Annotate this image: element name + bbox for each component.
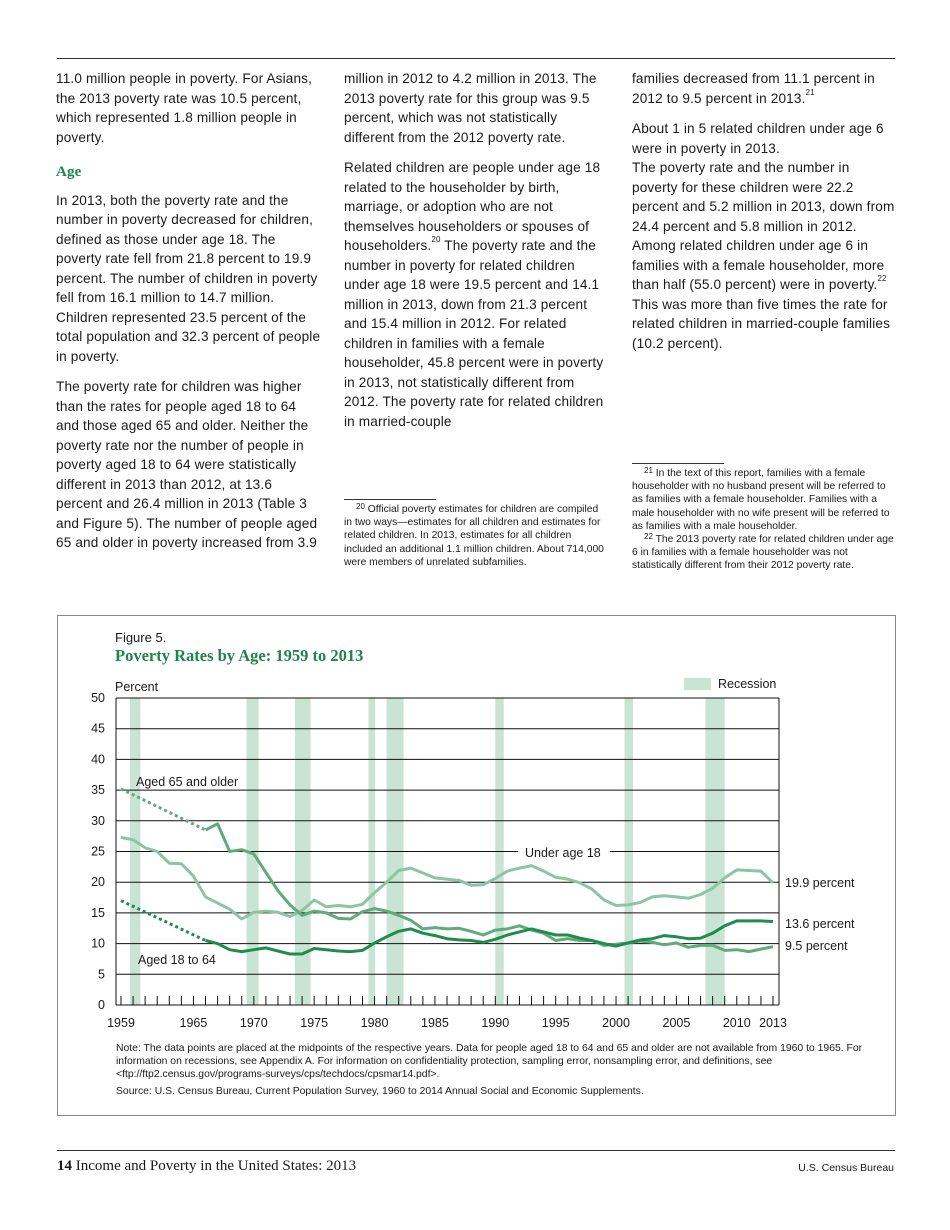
y-tick-label: 10 [91,937,105,951]
footnote-20: 20 Official poverty estimates for childr… [344,503,606,569]
footnotes-21-22: 21 In the text of this report, families … [632,467,898,573]
paragraph-text: families decreased from 11.1 percent in … [632,71,875,106]
footnote-number: 22 [644,532,653,542]
paragraph: families decreased from 11.1 percent in … [632,69,898,108]
paragraph-text: This was more than five times the rate f… [632,296,891,351]
text-column-2: million in 2012 to 4.2 million in 2013. … [344,69,610,442]
footnote-text: In the text of this report, families wit… [632,468,890,532]
footnote-text: Official poverty estimates for children … [344,504,604,568]
figure-note: Note: The data points are placed at the … [116,1043,863,1080]
figure-label: Figure 5. [115,630,167,645]
y-tick-label: 35 [91,783,105,797]
paragraph: Related children are people under age 18… [344,158,610,431]
paragraph-text: The poverty rate and the number in pover… [632,160,895,292]
x-tick-label: 1985 [421,1016,449,1030]
x-tick-label: 1959 [107,1016,135,1030]
y-tick-label: 25 [91,845,105,859]
section-heading-age: Age [56,164,82,180]
y-axis-title: Percent [115,680,159,694]
y-tick-label: 5 [98,967,105,981]
footnote-text: The 2013 poverty rate for related childr… [632,534,894,572]
dotted-line-aged-65-and-older [120,787,207,832]
x-tick-label: 2005 [663,1016,691,1030]
y-tick-label: 0 [98,998,105,1012]
label-background [518,844,610,860]
x-tick-label: 1970 [240,1016,268,1030]
footnote-ref-21: 21 [805,87,815,97]
page-number: 14 [57,1158,72,1174]
y-tick-label: 30 [91,814,105,828]
y-tick-label: 20 [91,875,105,889]
paragraph: The poverty rate for children was higher… [56,379,318,550]
line-aged-65-and-older [204,822,774,954]
y-tick-label: 50 [91,691,105,705]
footnote-ref-22: 22 [877,274,887,283]
x-tick-label: 2013 [759,1016,787,1030]
text-column-3: families decreased from 11.1 percent in … [632,69,898,364]
x-tick-label: 1980 [361,1016,389,1030]
legend-label-recession: Recession [718,677,776,691]
series-label-under-age-18: Under age 18 [525,846,601,860]
y-tick-label: 45 [91,722,105,736]
paragraph: In 2013, both the poverty rate and the n… [56,192,321,364]
footer-rule [57,1150,895,1151]
text-column-1: 11.0 million people in poverty. For Asia… [56,69,322,564]
paragraph: The poverty rate and the number in pover… [632,158,898,353]
end-value-label-under-age-18: 19.9 percent [785,876,855,890]
footnote-number: 21 [644,466,653,475]
header-rule [57,58,895,59]
footnote-number: 20 [356,502,365,511]
end-value-label-aged-65-and-older: 9.5 percent [785,939,848,953]
paragraph-text: The poverty rate and the number in pover… [344,238,604,429]
figure-title: Poverty Rates by Age: 1959 to 2013 [115,646,364,665]
paragraph: About 1 in 5 related children under age … [632,121,884,156]
report-title: Income and Poverty in the United States:… [72,1158,357,1174]
x-tick-label: 2000 [602,1016,630,1030]
footnote-rule [344,499,436,500]
footnote-ref-20: 20 [431,235,441,244]
y-tick-label: 40 [91,752,105,766]
line-aged-18-to-64 [205,919,774,956]
series-label-aged-65-and-older: Aged 65 and older [136,775,238,789]
y-tick-label: 15 [91,906,105,920]
x-tick-label: 1990 [481,1016,509,1030]
paragraph: million in 2012 to 4.2 million in 2013. … [344,71,597,145]
series-label-aged-18-to-64: Aged 18 to 64 [138,953,216,967]
figure-source: Source: U.S. Census Bureau, Current Popu… [116,1086,644,1097]
paragraph-text: Related children are people under age 18… [344,160,601,253]
footnote-rule [632,463,724,464]
end-value-label-aged-18-to-64: 13.6 percent [785,917,855,931]
paragraph: 11.0 million people in poverty. For Asia… [56,71,313,145]
x-tick-label: 2010 [723,1016,751,1030]
footer-publisher: U.S. Census Bureau [798,1162,894,1174]
x-tick-label: 1995 [542,1016,570,1030]
figure-box [57,615,896,1116]
footer-title: 14 Income and Poverty in the United Stat… [57,1158,356,1175]
line-under-age-18 [120,835,775,921]
legend-swatch-recession [684,678,711,690]
x-tick-label: 1965 [180,1016,208,1030]
x-tick-label: 1975 [300,1016,328,1030]
